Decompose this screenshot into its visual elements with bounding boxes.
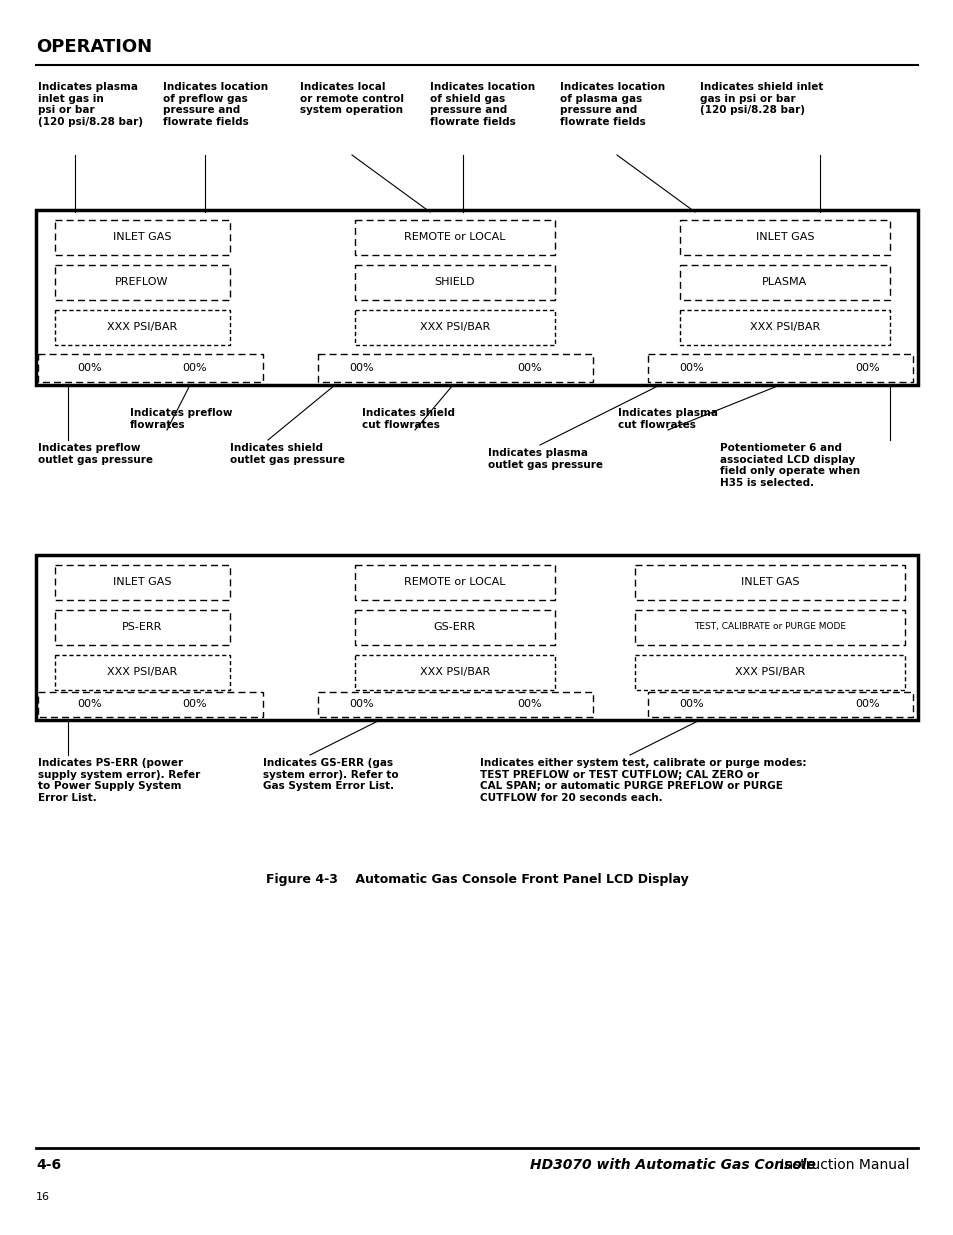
- Bar: [55, 220, 230, 254]
- Bar: [355, 310, 555, 345]
- Bar: [38, 354, 263, 382]
- Text: INLET GAS: INLET GAS: [755, 232, 814, 242]
- Text: Indicates shield
cut flowrates: Indicates shield cut flowrates: [361, 408, 455, 430]
- Text: Indicates PS-ERR (power
supply system error). Refer
to Power Supply System
Error: Indicates PS-ERR (power supply system er…: [38, 758, 200, 803]
- Text: PLASMA: PLASMA: [761, 277, 807, 287]
- Bar: [55, 564, 230, 600]
- Bar: [317, 354, 593, 382]
- Bar: [635, 564, 904, 600]
- Text: HD3070 with Automatic Gas Console: HD3070 with Automatic Gas Console: [530, 1158, 815, 1172]
- Bar: [635, 655, 904, 690]
- Text: 00%: 00%: [855, 363, 880, 373]
- Text: REMOTE or LOCAL: REMOTE or LOCAL: [404, 577, 505, 587]
- Bar: [317, 692, 593, 718]
- Text: 00%: 00%: [517, 699, 541, 709]
- Bar: [355, 610, 555, 645]
- Bar: [355, 655, 555, 690]
- Text: 00%: 00%: [182, 363, 207, 373]
- Text: GS-ERR: GS-ERR: [434, 622, 476, 632]
- Text: XXX PSI/BAR: XXX PSI/BAR: [107, 322, 177, 332]
- Text: XXX PSI/BAR: XXX PSI/BAR: [734, 667, 804, 677]
- Bar: [55, 266, 230, 300]
- Text: Indicates preflow
flowrates: Indicates preflow flowrates: [130, 408, 233, 430]
- Bar: [55, 655, 230, 690]
- Bar: [647, 692, 912, 718]
- Text: PS-ERR: PS-ERR: [122, 622, 162, 632]
- Text: INLET GAS: INLET GAS: [112, 232, 172, 242]
- Text: 00%: 00%: [517, 363, 541, 373]
- Text: 00%: 00%: [679, 699, 703, 709]
- Text: Instruction Manual: Instruction Manual: [775, 1158, 908, 1172]
- Text: Indicates either system test, calibrate or purge modes:
TEST PREFLOW or TEST CUT: Indicates either system test, calibrate …: [479, 758, 805, 803]
- Text: Indicates GS-ERR (gas
system error). Refer to
Gas System Error List.: Indicates GS-ERR (gas system error). Ref…: [263, 758, 398, 792]
- Text: Indicates shield
outlet gas pressure: Indicates shield outlet gas pressure: [230, 443, 345, 464]
- Text: Indicates plasma
cut flowrates: Indicates plasma cut flowrates: [618, 408, 718, 430]
- Bar: [679, 220, 889, 254]
- Text: 00%: 00%: [182, 699, 207, 709]
- Text: Figure 4-3    Automatic Gas Console Front Panel LCD Display: Figure 4-3 Automatic Gas Console Front P…: [265, 873, 688, 887]
- Bar: [55, 310, 230, 345]
- Bar: [36, 555, 917, 720]
- Text: Indicates plasma
outlet gas pressure: Indicates plasma outlet gas pressure: [488, 448, 602, 469]
- Text: Potentiometer 6 and
associated LCD display
field only operate when
H35 is select: Potentiometer 6 and associated LCD displ…: [720, 443, 860, 488]
- Text: Indicates preflow
outlet gas pressure: Indicates preflow outlet gas pressure: [38, 443, 152, 464]
- Bar: [55, 610, 230, 645]
- Text: REMOTE or LOCAL: REMOTE or LOCAL: [404, 232, 505, 242]
- Text: 00%: 00%: [77, 699, 102, 709]
- Text: 00%: 00%: [855, 699, 880, 709]
- Text: SHIELD: SHIELD: [435, 277, 475, 287]
- Bar: [355, 220, 555, 254]
- Text: 4-6: 4-6: [36, 1158, 61, 1172]
- Bar: [647, 354, 912, 382]
- Text: XXX PSI/BAR: XXX PSI/BAR: [419, 667, 490, 677]
- Text: XXX PSI/BAR: XXX PSI/BAR: [107, 667, 177, 677]
- Bar: [36, 210, 917, 385]
- Text: INLET GAS: INLET GAS: [740, 577, 799, 587]
- Text: Indicates location
of preflow gas
pressure and
flowrate fields: Indicates location of preflow gas pressu…: [163, 82, 268, 127]
- Text: 16: 16: [36, 1192, 50, 1202]
- Text: XXX PSI/BAR: XXX PSI/BAR: [419, 322, 490, 332]
- Text: 00%: 00%: [679, 363, 703, 373]
- Text: Indicates plasma
inlet gas in
psi or bar
(120 psi/8.28 bar): Indicates plasma inlet gas in psi or bar…: [38, 82, 143, 127]
- Text: Indicates shield inlet
gas in psi or bar
(120 psi/8.28 bar): Indicates shield inlet gas in psi or bar…: [700, 82, 822, 115]
- Text: TEST, CALIBRATE or PURGE MODE: TEST, CALIBRATE or PURGE MODE: [693, 622, 845, 631]
- Text: OPERATION: OPERATION: [36, 38, 152, 56]
- Bar: [635, 610, 904, 645]
- Bar: [679, 266, 889, 300]
- Bar: [679, 310, 889, 345]
- Text: 00%: 00%: [350, 363, 374, 373]
- Text: 00%: 00%: [350, 699, 374, 709]
- Text: XXX PSI/BAR: XXX PSI/BAR: [749, 322, 820, 332]
- Text: Indicates local
or remote control
system operation: Indicates local or remote control system…: [299, 82, 403, 115]
- Bar: [355, 564, 555, 600]
- Bar: [38, 692, 263, 718]
- Text: PREFLOW: PREFLOW: [115, 277, 169, 287]
- Text: Indicates location
of shield gas
pressure and
flowrate fields: Indicates location of shield gas pressur…: [430, 82, 535, 127]
- Text: INLET GAS: INLET GAS: [112, 577, 172, 587]
- Text: Indicates location
of plasma gas
pressure and
flowrate fields: Indicates location of plasma gas pressur…: [559, 82, 664, 127]
- Text: 00%: 00%: [77, 363, 102, 373]
- Bar: [355, 266, 555, 300]
